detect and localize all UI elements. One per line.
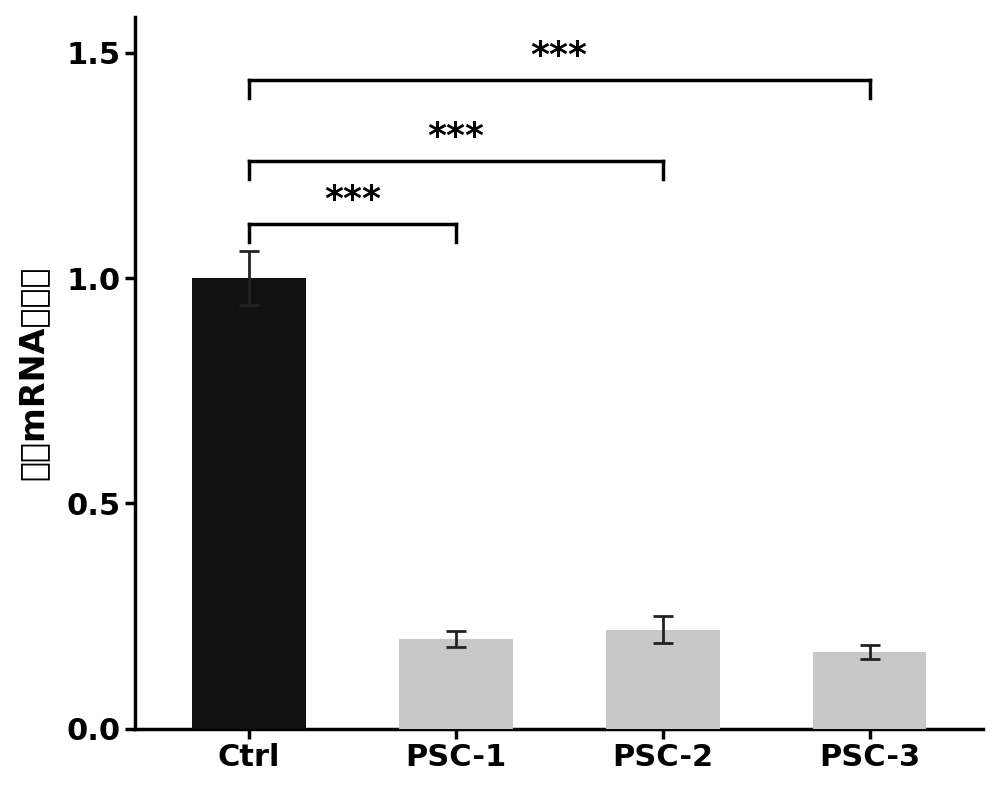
- Text: ***: ***: [324, 183, 381, 217]
- Bar: [813, 653, 926, 729]
- Y-axis label: 相对mRNA表达量: 相对mRNA表达量: [17, 265, 50, 480]
- Text: ***: ***: [427, 120, 484, 154]
- Bar: [399, 638, 513, 729]
- Bar: [606, 630, 720, 729]
- Text: ***: ***: [531, 39, 588, 73]
- Bar: [192, 278, 306, 729]
